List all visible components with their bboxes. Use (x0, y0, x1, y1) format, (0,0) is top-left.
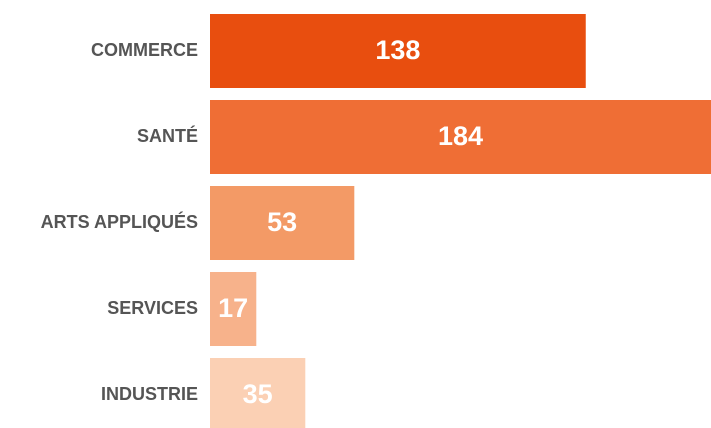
category-label: COMMERCE (91, 40, 198, 60)
category-label: ARTS APPLIQUÉS (41, 211, 198, 232)
bar (210, 100, 711, 174)
value-label: 184 (438, 121, 483, 151)
bar (210, 358, 306, 428)
bar (210, 14, 586, 88)
bar (210, 272, 257, 346)
value-label: 53 (267, 207, 297, 237)
value-label: 17 (218, 293, 248, 323)
category-label: SANTÉ (137, 125, 198, 146)
category-label: INDUSTRIE (101, 384, 198, 404)
value-label: 35 (243, 379, 273, 409)
category-label: SERVICES (107, 298, 198, 318)
bar (210, 186, 355, 260)
value-label: 138 (375, 35, 420, 65)
